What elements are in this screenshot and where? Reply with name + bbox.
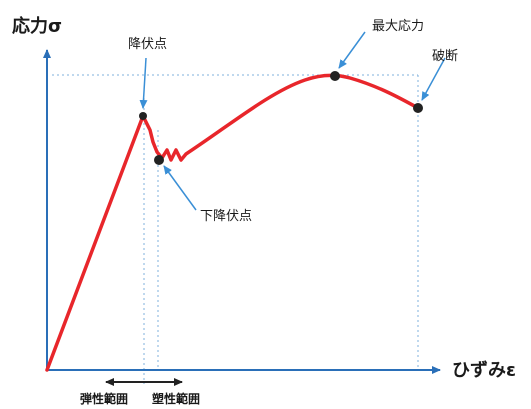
fracture-label: 破断 <box>432 49 458 64</box>
upper-yield-arrow <box>139 57 148 109</box>
fracture-marker <box>413 103 423 113</box>
elastic-range-label: 弾性範囲 <box>80 391 128 406</box>
lower-yield-marker <box>154 155 164 165</box>
fracture-arrow <box>421 57 446 101</box>
upper-yield-marker <box>139 112 147 120</box>
stress-strain-curve <box>45 73 420 372</box>
lower-yield-arrow <box>163 165 197 211</box>
max-stress-label: 最大応力 <box>372 19 424 34</box>
max-stress-marker <box>330 71 340 81</box>
x-axis-label: ひずみε <box>452 360 516 381</box>
y-axis-label: 応力σ <box>12 15 62 37</box>
max-stress-arrow <box>338 31 366 69</box>
guide-lines <box>52 74 419 384</box>
lower-yield-label: 下降伏点 <box>200 209 252 224</box>
upper-yield-label: 降伏点 <box>128 37 167 52</box>
plastic-range-label: 塑性範囲 <box>152 391 200 406</box>
